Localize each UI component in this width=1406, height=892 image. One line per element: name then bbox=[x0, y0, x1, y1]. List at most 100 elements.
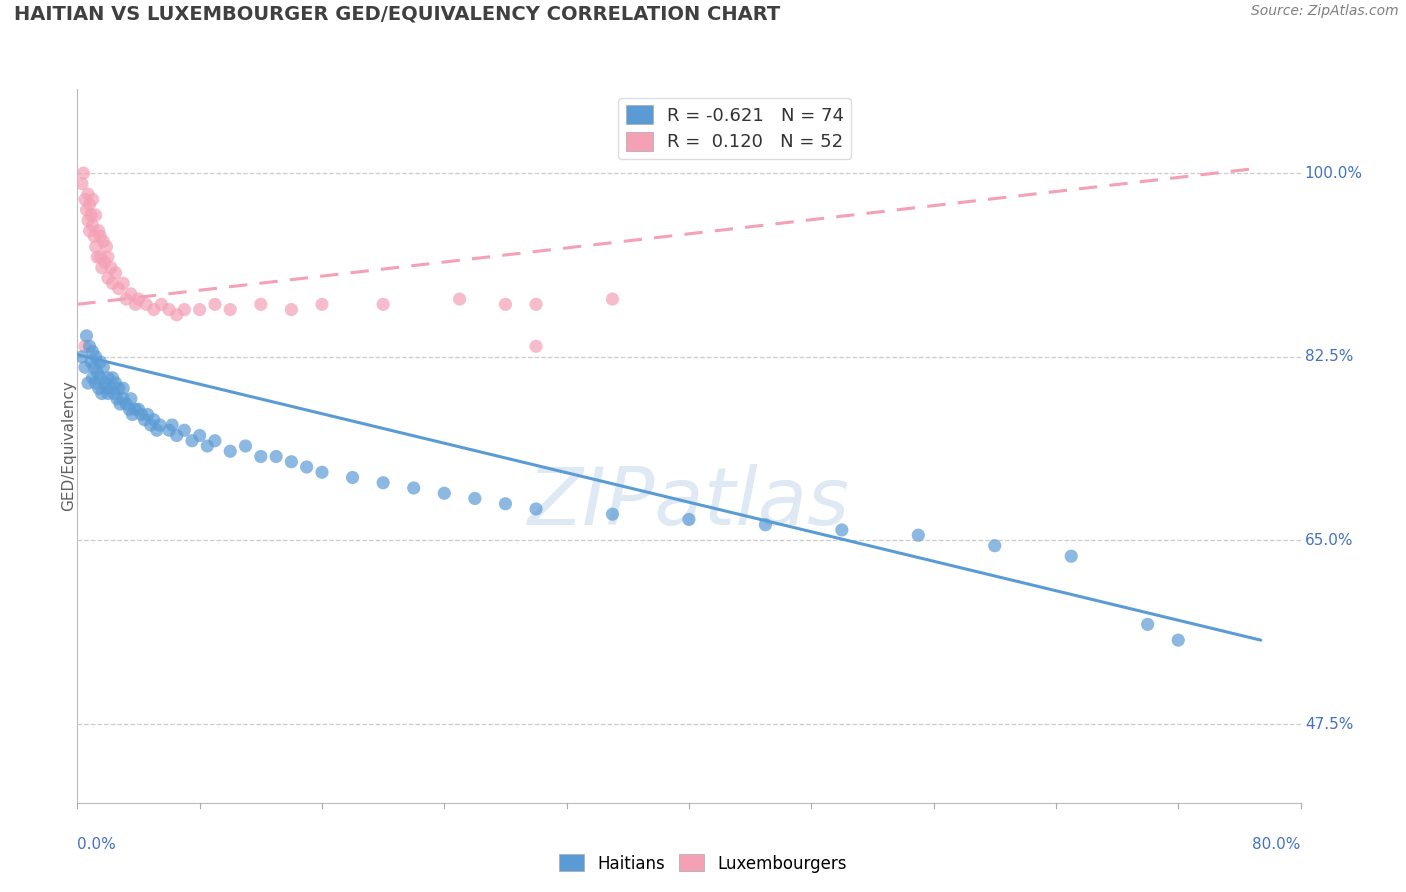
Point bbox=[602, 507, 624, 521]
Point bbox=[100, 260, 122, 275]
Text: 82.5%: 82.5% bbox=[1305, 350, 1353, 364]
Point bbox=[70, 177, 93, 191]
Point bbox=[101, 277, 124, 291]
Point bbox=[121, 408, 143, 422]
Point bbox=[112, 381, 135, 395]
Point bbox=[1167, 633, 1189, 648]
Point bbox=[219, 302, 242, 317]
Legend: R = -0.621   N = 74, R =  0.120   N = 52: R = -0.621 N = 74, R = 0.120 N = 52 bbox=[619, 98, 852, 159]
Point bbox=[94, 376, 117, 390]
Point bbox=[97, 271, 120, 285]
Point bbox=[371, 475, 394, 490]
Point bbox=[101, 371, 124, 385]
Point bbox=[402, 481, 425, 495]
Text: 47.5%: 47.5% bbox=[1305, 716, 1353, 731]
Point bbox=[181, 434, 204, 448]
Point bbox=[104, 266, 127, 280]
Legend: Haitians, Luxembourgers: Haitians, Luxembourgers bbox=[553, 847, 853, 880]
Point bbox=[134, 413, 156, 427]
Point bbox=[82, 193, 104, 207]
Point bbox=[124, 402, 146, 417]
Point bbox=[124, 297, 146, 311]
Point bbox=[371, 297, 394, 311]
Point bbox=[160, 417, 183, 432]
Point bbox=[195, 439, 218, 453]
Point bbox=[97, 371, 120, 385]
Point bbox=[90, 386, 112, 401]
Point bbox=[524, 339, 547, 353]
Point bbox=[96, 381, 118, 395]
Point bbox=[82, 344, 104, 359]
Point bbox=[96, 239, 118, 253]
Point bbox=[120, 392, 142, 406]
Text: 65.0%: 65.0% bbox=[1305, 533, 1353, 548]
Point bbox=[94, 255, 117, 269]
Text: 80.0%: 80.0% bbox=[1253, 837, 1301, 852]
Point bbox=[112, 392, 135, 406]
Text: HAITIAN VS LUXEMBOURGER GED/EQUIVALENCY CORRELATION CHART: HAITIAN VS LUXEMBOURGER GED/EQUIVALENCY … bbox=[14, 4, 780, 23]
Point bbox=[173, 423, 195, 437]
Point bbox=[107, 282, 129, 296]
Point bbox=[602, 292, 624, 306]
Point bbox=[107, 381, 129, 395]
Point bbox=[131, 408, 153, 422]
Point bbox=[235, 439, 257, 453]
Point bbox=[103, 386, 125, 401]
Text: ZIPatlas: ZIPatlas bbox=[527, 464, 851, 542]
Point bbox=[112, 277, 135, 291]
Point bbox=[84, 350, 107, 364]
Point bbox=[84, 239, 107, 253]
Point bbox=[120, 286, 142, 301]
Point bbox=[76, 202, 98, 217]
Point bbox=[91, 360, 114, 375]
Point bbox=[77, 187, 100, 202]
Point bbox=[127, 292, 149, 306]
Point bbox=[831, 523, 853, 537]
Point bbox=[204, 434, 226, 448]
Point bbox=[79, 197, 101, 211]
Point bbox=[83, 229, 105, 244]
Point bbox=[342, 470, 364, 484]
Point bbox=[82, 371, 104, 385]
Point bbox=[115, 397, 138, 411]
Point bbox=[83, 360, 105, 375]
Point bbox=[86, 366, 108, 380]
Point bbox=[70, 350, 93, 364]
Point bbox=[142, 413, 165, 427]
Point bbox=[311, 297, 333, 311]
Point bbox=[188, 302, 211, 317]
Point bbox=[139, 417, 162, 432]
Point bbox=[250, 297, 273, 311]
Point bbox=[142, 302, 165, 317]
Point bbox=[250, 450, 273, 464]
Point bbox=[72, 166, 94, 180]
Point bbox=[115, 292, 138, 306]
Point bbox=[524, 502, 547, 516]
Point bbox=[79, 224, 101, 238]
Point bbox=[984, 539, 1007, 553]
Point bbox=[295, 460, 318, 475]
Point bbox=[90, 260, 112, 275]
Point bbox=[754, 517, 776, 532]
Point bbox=[91, 235, 114, 249]
Point bbox=[188, 428, 211, 442]
Point bbox=[678, 512, 700, 526]
Point bbox=[264, 450, 287, 464]
Point bbox=[89, 250, 111, 264]
Point bbox=[495, 297, 517, 311]
Point bbox=[280, 302, 302, 317]
Point bbox=[97, 386, 120, 401]
Text: Source: ZipAtlas.com: Source: ZipAtlas.com bbox=[1251, 4, 1399, 19]
Point bbox=[105, 392, 128, 406]
Point bbox=[89, 229, 111, 244]
Point bbox=[77, 376, 100, 390]
Point bbox=[464, 491, 486, 506]
Point bbox=[118, 402, 141, 417]
Point bbox=[108, 397, 131, 411]
Point bbox=[73, 360, 96, 375]
Point bbox=[1060, 549, 1083, 564]
Point bbox=[166, 308, 188, 322]
Point bbox=[100, 381, 122, 395]
Point bbox=[89, 371, 111, 385]
Point bbox=[173, 302, 195, 317]
